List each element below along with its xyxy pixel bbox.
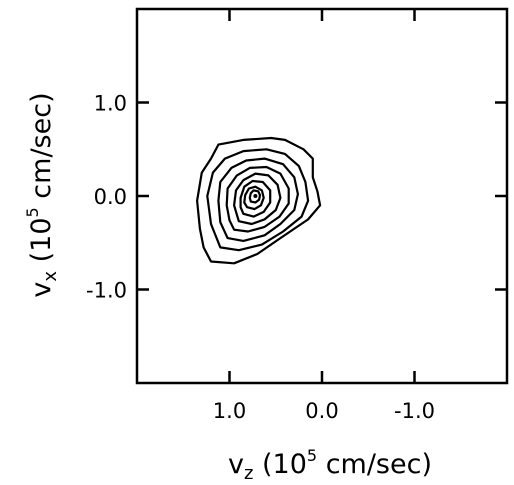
contour-level-4 (225, 165, 290, 233)
contour-lines (196, 136, 322, 265)
x-tick-label-2: -1.0 (394, 399, 435, 423)
contour-level-1 (196, 136, 322, 265)
contour-level-6 (239, 179, 272, 218)
y-tick-label-1: 0.0 (94, 185, 127, 209)
y-tick-label-0: 1.0 (94, 92, 127, 116)
x-axis-label: vz (105 cm/sec) (228, 446, 432, 484)
x-tick-label-1: 0.0 (305, 399, 338, 423)
x-tick-label-0: 1.0 (213, 399, 246, 423)
plot-frame (135, 7, 509, 385)
contour-level-7 (243, 185, 265, 211)
contour-level-5 (233, 172, 282, 226)
y-tick-label-2: -1.0 (86, 279, 127, 303)
y-axis-label: vx (105 cm/sec) (23, 92, 61, 297)
peak-point (253, 194, 258, 198)
contour-level-2 (206, 148, 310, 252)
x-axis-ticks: 1.0 0.0 -1.0 (213, 9, 435, 423)
contour-level-3 (217, 157, 299, 242)
y-axis-ticks: 1.0 0.0 -1.0 (86, 92, 507, 303)
contour-level-8 (248, 189, 262, 204)
